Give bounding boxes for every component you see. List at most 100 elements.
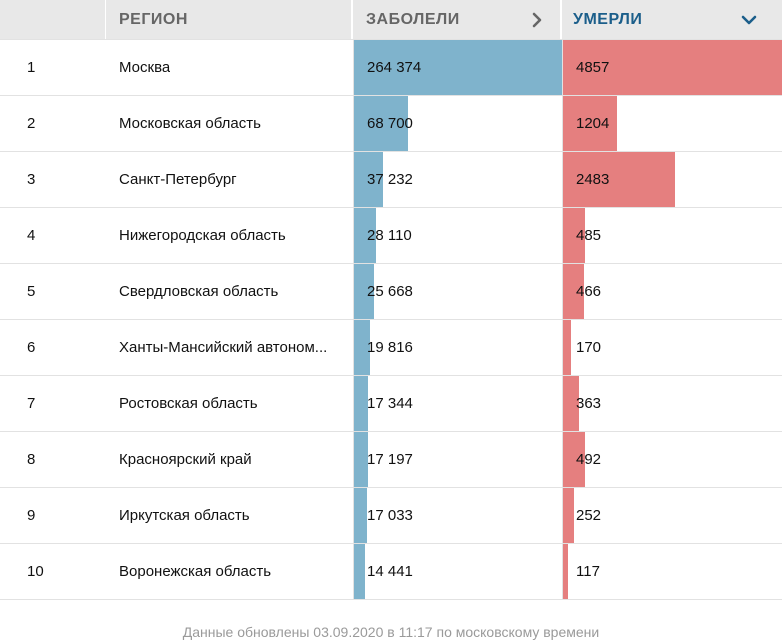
cases-value: 37 232 [367,171,413,188]
region-cell: Ростовская область [106,376,353,431]
deaths-cell: 170 [562,320,782,375]
cases-bar [354,96,409,151]
cases-value: 68 700 [367,115,413,132]
cases-cell: 17 344 [353,376,562,431]
rank-cell: 5 [0,264,106,319]
cases-cell: 17 033 [353,488,562,543]
deaths-value: 1204 [576,115,610,132]
cases-cell: 28 110 [353,208,562,263]
rank-cell: 4 [0,208,106,263]
rank-cell: 10 [0,544,106,599]
deaths-value: 485 [576,227,602,244]
rank-value: 8 [27,451,36,468]
header-deaths-sort[interactable]: УМЕРЛИ [562,0,782,39]
deaths-bar [563,432,586,487]
deaths-cell: 2483 [562,152,782,207]
cases-value: 25 668 [367,283,413,300]
table-row: 9 Иркутская область 17 033 252 [0,488,782,544]
deaths-cell: 4857 [562,40,782,95]
cases-cell: 37 232 [353,152,562,207]
rank-cell: 6 [0,320,106,375]
region-cell: Санкт-Петербург [106,152,353,207]
deaths-bar [563,544,569,599]
cases-value: 28 110 [367,227,412,244]
rank-value: 3 [27,171,36,188]
rank-value: 4 [27,227,36,244]
deaths-bar [563,152,675,207]
table-row: 7 Ростовская область 17 344 363 [0,376,782,432]
region-cell: Нижегородская область [106,208,353,263]
header-cases-label: ЗАБОЛЕЛИ [366,10,460,28]
deaths-value: 466 [576,283,602,300]
cases-value: 264 374 [367,59,422,76]
chevron-down-icon[interactable] [740,11,758,29]
deaths-value: 2483 [576,171,610,188]
rank-cell: 2 [0,96,106,151]
cases-bar [354,264,375,319]
cases-cell: 68 700 [353,96,562,151]
rank-cell: 9 [0,488,106,543]
region-name: Свердловская область [119,283,279,300]
rank-cell: 7 [0,376,106,431]
table-body: 1 Москва 264 374 4857 2 Московская облас… [0,40,782,600]
rank-value: 10 [27,563,44,580]
header-region[interactable]: РЕГИОН [106,0,353,39]
deaths-cell: 363 [562,376,782,431]
cases-cell: 25 668 [353,264,562,319]
cases-bar [354,320,370,375]
cases-bar [354,152,384,207]
deaths-value: 492 [576,451,602,468]
rank-value: 9 [27,507,36,524]
deaths-value: 170 [576,339,602,356]
header-rank-cell [0,0,106,39]
region-name: Москва [119,59,171,76]
deaths-cell: 1204 [562,96,782,151]
table-row: 2 Московская область 68 700 1204 [0,96,782,152]
rank-value: 6 [27,339,36,356]
cases-value: 19 816 [367,339,413,356]
cases-bar [354,40,562,95]
cases-bar [354,376,368,431]
deaths-bar [563,40,782,95]
region-cell: Московская область [106,96,353,151]
region-cell: Воронежская область [106,544,353,599]
region-name: Санкт-Петербург [119,171,237,188]
cases-cell: 17 197 [353,432,562,487]
header-cases-sort[interactable]: ЗАБОЛЕЛИ [353,0,562,39]
cases-bar [354,488,368,543]
region-name: Красноярский край [119,451,252,468]
cases-value: 17 033 [367,507,413,524]
deaths-value: 4857 [576,59,610,76]
region-cell: Иркутская область [106,488,353,543]
rank-cell: 3 [0,152,106,207]
cases-value: 14 441 [367,563,413,580]
table-row: 10 Воронежская область 14 441 117 [0,544,782,600]
region-cell: Красноярский край [106,432,353,487]
cases-bar [354,544,366,599]
table-header: РЕГИОН ЗАБОЛЕЛИ УМЕРЛИ [0,0,782,40]
table-row: 6 Ханты-Мансийский автоном... 19 816 170 [0,320,782,376]
cases-cell: 19 816 [353,320,562,375]
region-name: Иркутская область [119,507,250,524]
chevron-right-icon[interactable] [528,11,546,29]
table-row: 3 Санкт-Петербург 37 232 2483 [0,152,782,208]
deaths-cell: 117 [562,544,782,599]
table-row: 1 Москва 264 374 4857 [0,40,782,96]
rank-value: 1 [27,59,36,76]
table-row: 4 Нижегородская область 28 110 485 [0,208,782,264]
deaths-bar [563,376,580,431]
deaths-bar [563,488,575,543]
deaths-cell: 466 [562,264,782,319]
deaths-bar [563,96,618,151]
deaths-value: 117 [576,563,600,580]
region-cell: Свердловская область [106,264,353,319]
cases-cell: 14 441 [353,544,562,599]
deaths-bar [563,208,585,263]
update-note: Данные обновлены 03.09.2020 в 11:17 по м… [182,624,600,640]
cases-value: 17 344 [367,395,413,412]
cases-cell: 264 374 [353,40,562,95]
deaths-bar [563,264,584,319]
region-name: Ростовская область [119,395,258,412]
rank-value: 2 [27,115,36,132]
